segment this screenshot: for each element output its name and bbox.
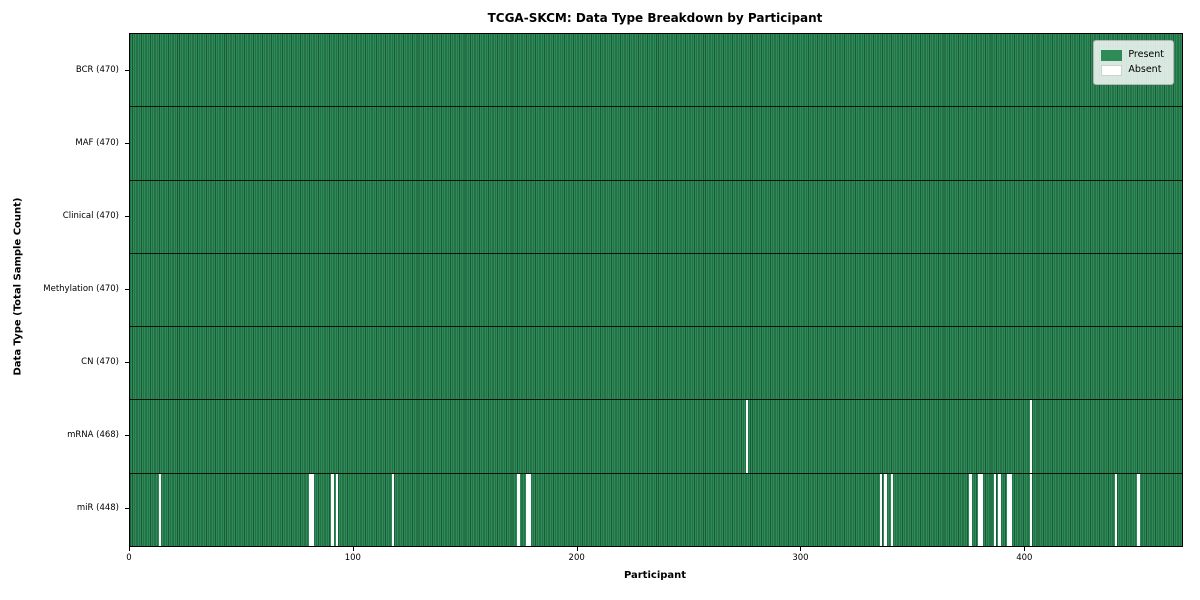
absent-gap bbox=[1029, 473, 1033, 546]
y-tick-mark bbox=[125, 69, 129, 71]
x-tick-label: 300 bbox=[792, 553, 809, 563]
y-tick-label: MAF (470) bbox=[75, 137, 119, 148]
legend-absent-label: Absent bbox=[1128, 64, 1162, 75]
chart-title: TCGA-SKCM: Data Type Breakdown by Partic… bbox=[487, 11, 823, 25]
absent-gap bbox=[517, 473, 520, 546]
y-tick-label: mRNA (468) bbox=[67, 430, 119, 441]
y-tick-mark bbox=[125, 435, 129, 437]
heatmap-row-clinical bbox=[130, 180, 1182, 254]
absent-gap bbox=[998, 473, 1001, 546]
absent-gap bbox=[311, 473, 314, 546]
absent-gap bbox=[1029, 400, 1033, 473]
heatmap-row-cn bbox=[130, 327, 1182, 401]
absent-gap bbox=[891, 473, 894, 546]
x-tick-mark bbox=[576, 547, 578, 551]
y-tick-label: BCR (470) bbox=[75, 64, 119, 75]
y-axis-tick-labels: BCR (470) MAF (470) Clinical (470) Methylat… bbox=[0, 33, 121, 545]
x-tick-label: 400 bbox=[1016, 553, 1033, 563]
absent-gap bbox=[879, 473, 883, 546]
absent-gap bbox=[1137, 473, 1140, 546]
x-tick-mark bbox=[129, 547, 130, 551]
absent-gap bbox=[335, 473, 339, 546]
present-swatch-icon bbox=[1101, 49, 1123, 61]
absent-gap bbox=[884, 473, 887, 546]
absent-gap bbox=[526, 473, 529, 546]
absent-gap bbox=[528, 473, 531, 546]
x-tick-mark bbox=[800, 547, 802, 551]
absent-swatch-icon bbox=[1101, 64, 1123, 76]
legend-item-absent: Absent bbox=[1101, 64, 1164, 76]
y-tick-mark bbox=[125, 289, 129, 290]
absent-gap bbox=[745, 400, 748, 473]
x-tick-mark bbox=[352, 547, 354, 551]
absent-gap bbox=[309, 473, 312, 546]
y-tick-label: Clinical (470) bbox=[62, 210, 119, 221]
absent-gap bbox=[980, 473, 983, 546]
heatmap-row-methylation bbox=[130, 253, 1182, 328]
y-tick-mark bbox=[125, 508, 129, 510]
y-tick-label: Methylation (470) bbox=[43, 283, 119, 294]
x-tick-mark bbox=[1024, 547, 1026, 551]
absent-gap bbox=[1009, 473, 1012, 546]
y-tick-mark bbox=[125, 362, 129, 364]
heatmap-row-mrna bbox=[130, 400, 1182, 474]
absent-gap bbox=[978, 473, 981, 546]
y-tick-mark bbox=[125, 142, 129, 144]
absent-gap bbox=[969, 473, 972, 546]
plot-area: Present Absent bbox=[129, 33, 1183, 547]
absent-gap bbox=[993, 473, 997, 546]
absent-gap bbox=[1007, 473, 1010, 546]
legend-present-label: Present bbox=[1128, 49, 1164, 60]
absent-gap bbox=[331, 473, 334, 546]
legend-item-present: Present bbox=[1101, 49, 1164, 61]
heatmap-row-mir bbox=[130, 473, 1182, 546]
legend: Present Absent bbox=[1093, 40, 1174, 85]
x-axis-label: Participant bbox=[623, 570, 687, 581]
absent-gap bbox=[1114, 473, 1118, 546]
heatmap-row-maf bbox=[130, 107, 1182, 181]
y-tick-mark bbox=[125, 215, 129, 217]
absent-gap bbox=[391, 473, 395, 546]
heatmap-rows bbox=[130, 34, 1182, 546]
x-tick-label: 100 bbox=[344, 553, 361, 563]
y-tick-label: miR (448) bbox=[76, 503, 119, 514]
x-tick-label: 200 bbox=[568, 553, 585, 563]
x-tick-label: 0 bbox=[126, 553, 132, 563]
y-tick-label: CN (470) bbox=[81, 357, 119, 368]
absent-gap bbox=[159, 473, 162, 546]
heatmap-row-bcr bbox=[130, 34, 1182, 108]
